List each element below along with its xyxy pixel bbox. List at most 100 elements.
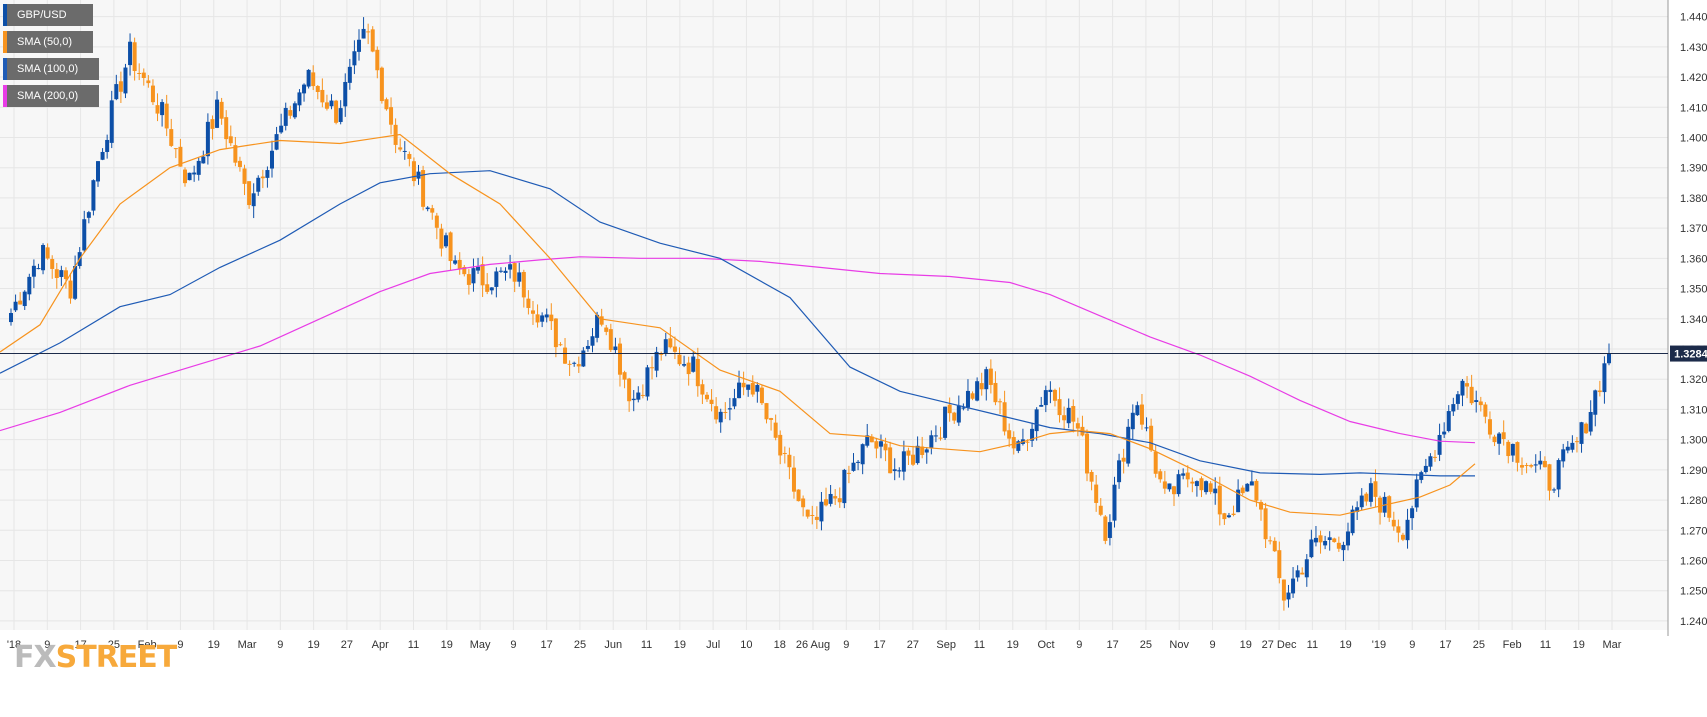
candle-body bbox=[888, 447, 893, 474]
candle-body bbox=[833, 496, 838, 499]
x-tick-label: 19 bbox=[1240, 639, 1252, 651]
candle-body bbox=[1277, 550, 1282, 579]
candle-body bbox=[1446, 411, 1451, 432]
candle-body bbox=[984, 369, 989, 390]
candle-body bbox=[1410, 508, 1415, 519]
candle-body bbox=[201, 156, 206, 164]
candle-body bbox=[1437, 434, 1442, 455]
x-tick-label: 9 bbox=[1409, 639, 1415, 651]
candle-body bbox=[306, 69, 311, 87]
candle-body bbox=[1107, 522, 1112, 538]
candle-body bbox=[1162, 481, 1167, 489]
candle-body bbox=[169, 129, 174, 146]
candle-body bbox=[924, 449, 929, 453]
candle-body bbox=[233, 145, 238, 163]
candle-body bbox=[1268, 540, 1273, 542]
candle-body bbox=[1483, 404, 1488, 417]
candle-body bbox=[1011, 437, 1016, 449]
candle-body bbox=[1460, 380, 1465, 396]
candle-body bbox=[1309, 539, 1314, 558]
candle-body bbox=[764, 403, 769, 420]
candle-body bbox=[439, 228, 444, 249]
candle-body bbox=[237, 160, 242, 167]
candle-body bbox=[1117, 460, 1122, 483]
x-tick-label: 9 bbox=[843, 639, 849, 651]
x-tick-label: 9 bbox=[177, 639, 183, 651]
candle-body bbox=[512, 263, 517, 282]
x-tick-label: 9 bbox=[1076, 639, 1082, 651]
sma200-line bbox=[0, 256, 1476, 444]
candle-body bbox=[91, 180, 96, 211]
legend-swatch bbox=[3, 4, 7, 26]
candle-body bbox=[617, 343, 622, 375]
candle-body bbox=[828, 493, 833, 504]
candle-body bbox=[988, 368, 993, 385]
candle-body bbox=[947, 404, 952, 414]
candle-body bbox=[1465, 383, 1470, 387]
candle-body bbox=[1542, 460, 1547, 468]
legend-label: SMA (200,0) bbox=[17, 90, 79, 102]
candle-body bbox=[604, 327, 609, 332]
x-tick-label: Apr bbox=[372, 639, 389, 651]
y-tick-label: 1.3800 bbox=[1680, 193, 1707, 205]
legend-item-sma200[interactable]: SMA (200,0) bbox=[3, 85, 99, 107]
candle-body bbox=[315, 86, 320, 92]
legend-item-sma50[interactable]: SMA (50,0) bbox=[3, 31, 93, 53]
candle-body bbox=[709, 399, 714, 405]
candle-body bbox=[1520, 465, 1525, 468]
candle-body bbox=[297, 92, 302, 106]
candle-body bbox=[1204, 481, 1209, 493]
candle-body bbox=[421, 170, 426, 207]
candle-body bbox=[627, 378, 632, 402]
candle-body bbox=[727, 408, 732, 410]
candle-body bbox=[1030, 428, 1035, 441]
x-tick-label: 19 bbox=[308, 639, 320, 651]
candle-body bbox=[114, 84, 119, 100]
candle-body bbox=[466, 274, 471, 285]
candle-body bbox=[535, 314, 540, 323]
candle-body bbox=[576, 364, 581, 367]
candle-body bbox=[247, 181, 252, 206]
candle-body bbox=[901, 451, 906, 472]
candle-body bbox=[448, 232, 453, 262]
candle-body bbox=[1153, 451, 1158, 474]
candle-body bbox=[22, 291, 27, 307]
candle-body bbox=[650, 367, 655, 369]
candle-body bbox=[1149, 425, 1154, 451]
x-tick-label: 25 bbox=[1473, 639, 1485, 651]
candle-body bbox=[965, 390, 970, 408]
candle-body bbox=[1396, 526, 1401, 533]
candle-body bbox=[343, 81, 348, 107]
candle-body bbox=[128, 41, 133, 66]
candle-body bbox=[1451, 404, 1456, 412]
x-tick-label: 17 bbox=[1439, 639, 1451, 651]
legend-item-sma100[interactable]: SMA (100,0) bbox=[3, 58, 99, 80]
x-tick-label: 19 bbox=[208, 639, 220, 651]
candle-body bbox=[750, 382, 755, 395]
candle-body bbox=[1222, 513, 1227, 520]
candle-body bbox=[279, 125, 284, 133]
candle-body bbox=[1584, 423, 1589, 434]
x-tick-label: 9 bbox=[510, 639, 516, 651]
candle-body bbox=[398, 147, 403, 150]
candle-body bbox=[686, 362, 691, 375]
candle-body bbox=[1199, 478, 1204, 491]
x-tick-label: Mar bbox=[1603, 639, 1622, 651]
candle-body bbox=[915, 445, 920, 464]
candle-body bbox=[851, 462, 856, 471]
candle-body bbox=[366, 31, 371, 33]
legend-item-gbpusd[interactable]: GBP/USD bbox=[3, 4, 93, 26]
candle-body bbox=[695, 358, 700, 387]
candle-body bbox=[73, 266, 78, 299]
x-tick-label: Oct bbox=[1037, 639, 1054, 651]
x-tick-label: 27 Dec bbox=[1262, 639, 1297, 651]
candle-body bbox=[173, 148, 178, 150]
candle-body bbox=[663, 339, 668, 354]
candle-body bbox=[1350, 509, 1355, 534]
candle-body bbox=[1419, 472, 1424, 480]
candle-body bbox=[265, 170, 270, 178]
candle-body bbox=[1185, 472, 1190, 480]
x-tick-label: 19 bbox=[1007, 639, 1019, 651]
candle-body bbox=[1272, 540, 1277, 552]
candle-body bbox=[1066, 407, 1071, 424]
